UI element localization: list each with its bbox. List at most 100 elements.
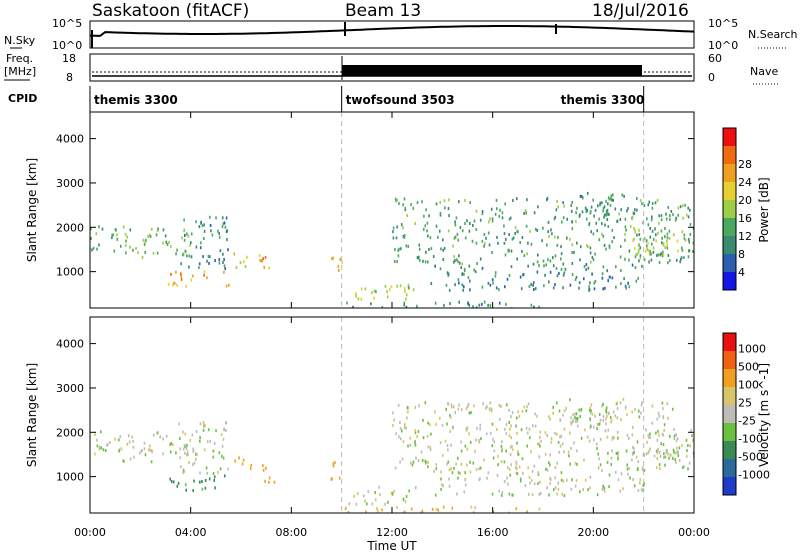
heatmap-cell bbox=[573, 441, 575, 445]
heatmap-cell bbox=[570, 416, 572, 420]
heatmap-cell bbox=[610, 420, 612, 424]
heatmap-cell bbox=[669, 259, 671, 263]
heatmap-cell bbox=[566, 236, 568, 240]
heatmap-cell bbox=[423, 214, 425, 218]
heatmap-cell bbox=[517, 410, 519, 414]
heatmap-cell bbox=[185, 488, 187, 492]
heatmap-cell bbox=[223, 270, 225, 274]
heatmap-cell bbox=[570, 487, 573, 491]
heatmap-cell bbox=[460, 440, 462, 444]
heatmap-cell bbox=[126, 442, 129, 446]
heatmap-cell bbox=[557, 487, 560, 491]
heatmap-cell bbox=[414, 431, 417, 435]
heatmap-cell bbox=[421, 200, 423, 204]
heatmap-cell bbox=[471, 239, 474, 243]
colorbar-swatch bbox=[723, 441, 736, 459]
heatmap-cell bbox=[490, 409, 493, 413]
heatmap-cell bbox=[399, 460, 401, 464]
heatmap-cell bbox=[607, 196, 610, 200]
heatmap-cell bbox=[590, 230, 592, 234]
heatmap-cell bbox=[508, 217, 511, 221]
heatmap-cell bbox=[469, 440, 472, 444]
heatmap-cell bbox=[170, 244, 172, 248]
heatmap-cell bbox=[393, 260, 396, 263]
heatmap-cell bbox=[620, 208, 622, 212]
heatmap-cell bbox=[190, 255, 193, 259]
heatmap-cell bbox=[452, 405, 455, 409]
heatmap-cell bbox=[468, 411, 471, 415]
heatmap-cell bbox=[479, 423, 482, 427]
heatmap-cell bbox=[631, 410, 633, 414]
heatmap-cell bbox=[590, 411, 592, 415]
heatmap-cell bbox=[190, 278, 193, 282]
heatmap-cell bbox=[527, 264, 529, 268]
heatmap-cell bbox=[530, 450, 532, 454]
heatmap-cell bbox=[500, 444, 503, 448]
y-tick-label: 4000 bbox=[56, 133, 84, 146]
colorbar-tick-label: -25 bbox=[738, 414, 756, 427]
heatmap-cell bbox=[607, 225, 610, 228]
heatmap-cell bbox=[489, 408, 491, 411]
heatmap-cell bbox=[475, 438, 477, 442]
heatmap-cell bbox=[654, 227, 656, 231]
heatmap-cell bbox=[593, 214, 595, 218]
heatmap-cell bbox=[424, 260, 427, 264]
heatmap-cell bbox=[518, 465, 521, 469]
heatmap-cell bbox=[126, 235, 128, 239]
heatmap-cell bbox=[403, 303, 405, 307]
heatmap-cell bbox=[462, 288, 464, 292]
heatmap-cell bbox=[202, 421, 205, 425]
heatmap-cell bbox=[620, 282, 622, 286]
heatmap-cell bbox=[666, 246, 669, 250]
heatmap-cell bbox=[263, 265, 265, 269]
heatmap-cell bbox=[526, 405, 528, 409]
heatmap-cell bbox=[202, 255, 204, 259]
heatmap-cell bbox=[598, 217, 600, 221]
heatmap-cell bbox=[403, 197, 406, 201]
heatmap-cell bbox=[651, 202, 654, 205]
heatmap-cell bbox=[501, 211, 504, 215]
heatmap-cell bbox=[634, 230, 636, 234]
heatmap-cell bbox=[412, 288, 415, 292]
heatmap-cell bbox=[568, 454, 570, 458]
heatmap-cell bbox=[636, 208, 638, 212]
heatmap-cell bbox=[635, 455, 638, 459]
heatmap-cell bbox=[677, 213, 679, 217]
heatmap-cell bbox=[443, 303, 445, 307]
heatmap-cell bbox=[633, 447, 635, 451]
nsky-trace bbox=[89, 25, 695, 37]
heatmap-cell bbox=[214, 259, 216, 262]
heatmap-cell bbox=[639, 478, 642, 482]
heatmap-cell bbox=[199, 246, 202, 250]
heatmap-cell bbox=[189, 243, 191, 247]
heatmap-cell bbox=[685, 454, 688, 458]
heatmap-cell bbox=[554, 476, 556, 480]
heatmap-cell bbox=[503, 480, 506, 483]
heatmap-cell bbox=[118, 448, 121, 452]
heatmap-cell bbox=[238, 456, 240, 460]
heatmap-cell bbox=[587, 488, 589, 492]
heatmap-cell bbox=[549, 270, 552, 274]
heatmap-cell bbox=[552, 405, 554, 409]
heatmap-cell bbox=[219, 249, 222, 253]
heatmap-cell bbox=[395, 236, 398, 240]
colorbar-swatch bbox=[723, 254, 736, 272]
heatmap-cell bbox=[186, 443, 188, 447]
heatmap-cell bbox=[370, 302, 372, 306]
heatmap-cell bbox=[561, 492, 563, 496]
heatmap-cell bbox=[418, 243, 421, 247]
heatmap-cell bbox=[683, 233, 686, 237]
heatmap-cell bbox=[491, 278, 494, 282]
heatmap-cell bbox=[666, 232, 669, 236]
heatmap-cell bbox=[450, 443, 452, 447]
heatmap-cell bbox=[619, 218, 622, 221]
heatmap-cell bbox=[129, 228, 132, 232]
heatmap-cell bbox=[466, 426, 469, 430]
freq-label: Freq. bbox=[6, 52, 33, 65]
heatmap-cell bbox=[461, 272, 463, 276]
heatmap-cell bbox=[407, 283, 410, 287]
heatmap-cell bbox=[587, 245, 589, 248]
heatmap-cell bbox=[656, 417, 659, 421]
